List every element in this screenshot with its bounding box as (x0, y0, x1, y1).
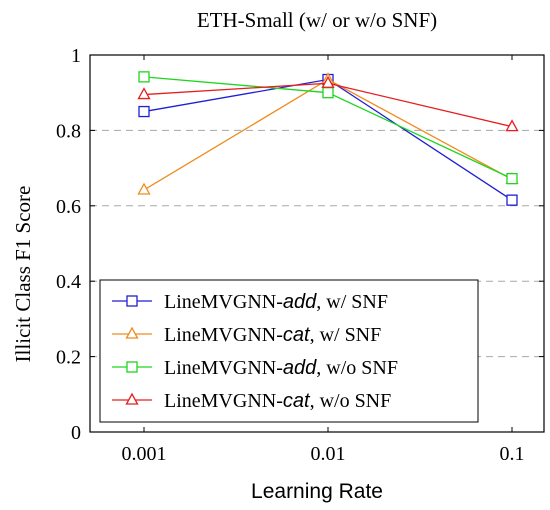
data-point (138, 71, 150, 83)
legend-label-part: add (283, 357, 317, 379)
data-point (506, 173, 518, 185)
legend-swatch-marker (126, 361, 138, 373)
legend-label-part: cat (283, 390, 311, 412)
y-tick-label: 0.6 (56, 196, 81, 218)
legend-item: LineMVGNN-add, w/ SNF (112, 291, 388, 313)
series-layer (137, 71, 519, 206)
legend-label: LineMVGNN-add, w/ SNF (164, 291, 388, 313)
legend-item: LineMVGNN-cat, w/ SNF (112, 324, 381, 346)
legend-label: LineMVGNN-cat, w/ SNF (164, 324, 381, 346)
data-point (506, 194, 518, 206)
legend-swatch-marker (126, 295, 138, 307)
x-axis-label: Learning Rate (251, 480, 383, 503)
axis-layer: 0 0.2 0.4 0.6 0.8 1 0.001 0.01 0.1 (56, 45, 544, 465)
y-tick-label: 0 (71, 422, 81, 444)
legend-label-part: add (283, 291, 317, 313)
legend-box (99, 279, 479, 423)
legend-swatch-marker (125, 392, 139, 405)
legend-label-part: LineMVGNN- (164, 291, 283, 313)
x-tick-label: 0.01 (311, 443, 346, 465)
series-group (137, 75, 519, 132)
x-tick-label: 0.001 (122, 443, 167, 465)
legend-item: LineMVGNN-cat, w/o SNF (112, 390, 391, 412)
y-tick-label: 0.4 (56, 271, 81, 293)
series-group (138, 71, 518, 185)
legend-label-part: LineMVGNN- (164, 324, 283, 346)
plot-frame (89, 54, 545, 433)
y-axis-label: Illicit Class F1 Score (11, 186, 35, 363)
legend-label-part: , w/ SNF (310, 324, 382, 346)
chart-title: ETH-Small (w/ or w/o SNF) (197, 8, 437, 32)
data-point (138, 105, 150, 118)
data-point (505, 119, 519, 132)
legend-label-part: , w/ SNF (316, 291, 388, 313)
legend-swatch-marker (125, 326, 139, 339)
legend-label-part: , w/o SNF (310, 390, 392, 412)
legend-label-part: cat (283, 324, 311, 346)
y-tick-label: 0.8 (56, 120, 81, 142)
legend-label: LineMVGNN-add, w/o SNF (164, 357, 398, 379)
legend-label: LineMVGNN-cat, w/o SNF (164, 390, 391, 412)
y-tick-label: 0.2 (56, 347, 81, 369)
data-point (321, 75, 335, 88)
data-point (137, 87, 151, 100)
legend-label-part: LineMVGNN- (164, 390, 283, 412)
y-tick-label: 1 (71, 45, 81, 67)
x-tick-label: 0.1 (500, 443, 525, 465)
data-point (322, 87, 334, 99)
legend-item: LineMVGNN-add, w/o SNF (112, 357, 398, 379)
data-point (137, 182, 151, 195)
legend-label-part: LineMVGNN- (164, 357, 283, 379)
legend-label-part: , w/o SNF (316, 357, 398, 379)
